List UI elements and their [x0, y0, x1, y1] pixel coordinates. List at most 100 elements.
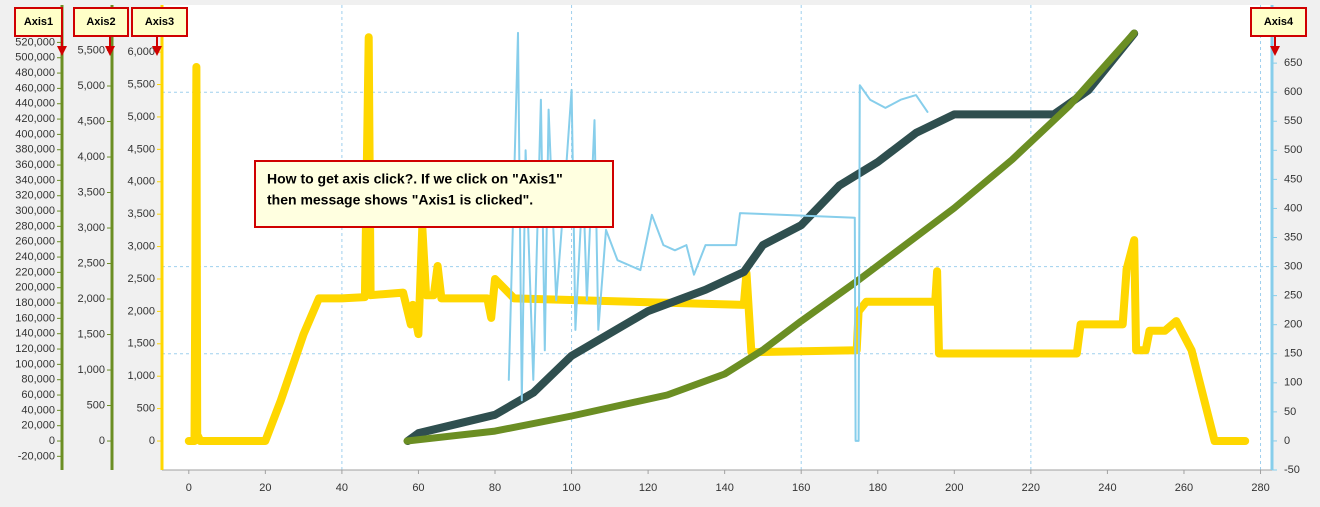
y-tick-label: 5,500 [127, 78, 155, 90]
axis-name-button[interactable]: Axis2 [73, 7, 129, 37]
series-line [184, 33, 1250, 445]
series-line [403, 29, 1138, 445]
y-tick-label: 500 [87, 399, 105, 411]
x-tick-label: 200 [945, 482, 963, 494]
annotation-line: How to get axis click?. If we click on "… [267, 171, 563, 187]
x-tick-label: 80 [489, 482, 501, 494]
axis-name-button[interactable]: Axis3 [131, 7, 188, 37]
y-tick-label: 1,000 [77, 364, 105, 376]
y-tick-label: 340,000 [15, 174, 55, 186]
y-tick-label: 320,000 [15, 190, 55, 202]
y-tick-label: 400 [1284, 202, 1302, 214]
y-tick-label: 550 [1284, 115, 1302, 127]
y-tick-label: 2,000 [77, 293, 105, 305]
y-tick-label: 600 [1284, 86, 1302, 98]
y-tick-label: 4,500 [77, 115, 105, 127]
x-tick-label: 100 [562, 482, 580, 494]
y-tick-label: 0 [99, 435, 105, 447]
y-tick-label: 380,000 [15, 144, 55, 156]
y-tick-label: 4,000 [127, 176, 155, 188]
annotation-box [254, 160, 614, 228]
axis-name-box[interactable] [73, 7, 129, 37]
y-tick-label: 220,000 [15, 266, 55, 278]
y-tick-label: 5,000 [77, 80, 105, 92]
series-layer [184, 29, 1250, 445]
axis-arrow-head [152, 46, 162, 56]
y-tick-label: 180,000 [15, 297, 55, 309]
x-tick-label: 180 [869, 482, 887, 494]
axis-name[interactable]: Axis3 [145, 16, 174, 28]
y-tick-label: 1,500 [127, 338, 155, 350]
x-tick-label: 20 [259, 482, 271, 494]
axis-name-button[interactable]: Axis1 [14, 7, 63, 37]
axis-name-button[interactable]: Axis4 [1250, 7, 1307, 37]
axes-layer: 0 20 40 60 80 100 120 140 160 180 200 220 240 260 280 -… [15, 5, 1302, 494]
x-tick-label: 220 [1022, 482, 1040, 494]
y-tick-label: 420,000 [15, 113, 55, 125]
y-tick-label: 3,500 [77, 186, 105, 198]
y-tick-label: 200 [1284, 319, 1302, 331]
y-tick-label: 240,000 [15, 251, 55, 263]
y-tick-label: -50 [1284, 464, 1300, 476]
y-tick-label: 450 [1284, 173, 1302, 185]
y-tick-label: 3,000 [77, 222, 105, 234]
x-tick-label: 120 [639, 482, 657, 494]
y-tick-label: 360,000 [15, 159, 55, 171]
y-tick-label: 2,000 [127, 305, 155, 317]
x-tick-label: 60 [412, 482, 424, 494]
y-tick-label: 260,000 [15, 236, 55, 248]
axis-name[interactable]: Axis4 [1264, 16, 1294, 28]
y-tick-label: 2,500 [77, 257, 105, 269]
y-tick-label: 2,500 [127, 273, 155, 285]
x-tick-label: 40 [336, 482, 348, 494]
axis-arrow-head [1270, 46, 1280, 56]
y-tick-label: 300,000 [15, 205, 55, 217]
y-tick-label: 60,000 [21, 389, 55, 401]
x-tick-label: 260 [1175, 482, 1193, 494]
axis-arrow-head [57, 46, 67, 56]
y-tick-label: 200,000 [15, 282, 55, 294]
y-tick-label: 650 [1284, 57, 1302, 69]
axis-name-box[interactable] [131, 7, 188, 37]
y-tick-label: 500,000 [15, 52, 55, 64]
y-tick-label: 250 [1284, 290, 1302, 302]
y-tick-label: 400,000 [15, 128, 55, 140]
annotation: How to get axis click?. If we click on "… [254, 160, 614, 228]
y-tick-label: 480,000 [15, 67, 55, 79]
y-tick-label: 300 [1284, 260, 1302, 272]
y-tick-label: 20,000 [21, 420, 55, 432]
x-tick-label: 240 [1098, 482, 1116, 494]
axis-name-box[interactable] [1250, 7, 1307, 37]
axis-name-box[interactable] [14, 7, 63, 37]
y-tick-label: 500 [1284, 144, 1302, 156]
y-tick-label: 6,000 [127, 46, 155, 58]
x-tick-label: 280 [1251, 482, 1269, 494]
axis-name[interactable]: Axis1 [24, 16, 53, 28]
axis-name[interactable]: Axis2 [86, 16, 115, 28]
y-tick-label: 520,000 [15, 36, 55, 48]
x-tick-label: 160 [792, 482, 810, 494]
y-tick-label: 150 [1284, 348, 1302, 360]
series-line [507, 31, 929, 442]
y-tick-label: 80,000 [21, 374, 55, 386]
axis-arrow-head [105, 46, 115, 56]
y-tick-label: 40,000 [21, 404, 55, 416]
y-tick-label: 3,000 [127, 240, 155, 252]
y-tick-label: 5,500 [77, 44, 105, 56]
y-tick-label: 460,000 [15, 82, 55, 94]
y-tick-label: 5,000 [127, 111, 155, 123]
x-tick-label: 140 [715, 482, 733, 494]
series-line [403, 29, 1139, 445]
y-tick-label: 500 [137, 403, 155, 415]
y-tick-label: 160,000 [15, 312, 55, 324]
y-tick-label: 440,000 [15, 98, 55, 110]
y-tick-label: 1,500 [77, 328, 105, 340]
y-tick-label: -20,000 [18, 450, 55, 462]
y-tick-label: 0 [49, 435, 55, 447]
y-tick-label: 4,000 [77, 151, 105, 163]
y-tick-label: 120,000 [15, 343, 55, 355]
annotation-line: then message shows "Axis1 is clicked". [267, 192, 533, 208]
y-tick-label: 100 [1284, 377, 1302, 389]
y-tick-label: 4,500 [127, 143, 155, 155]
